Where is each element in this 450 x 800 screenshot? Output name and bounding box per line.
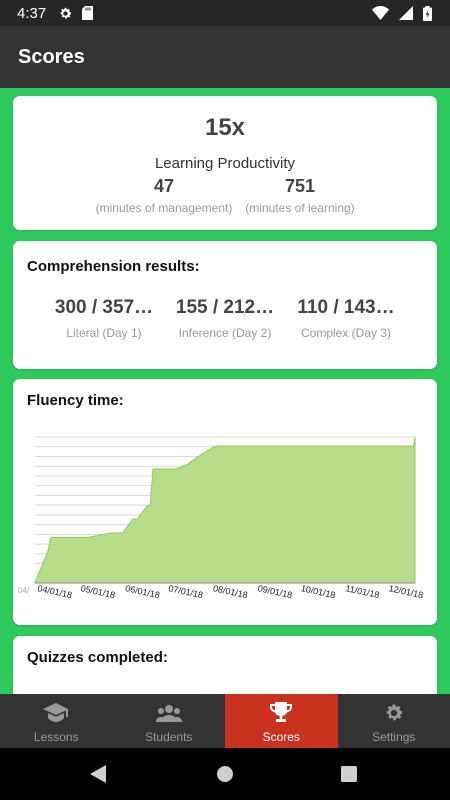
learning-label: (minutes of learning) bbox=[245, 201, 355, 215]
x-tick-label: 08/01/18 bbox=[212, 583, 248, 600]
management-minutes: 47 bbox=[153, 176, 175, 196]
x-tick-label: 10/01/18 bbox=[300, 583, 336, 600]
nav-label: Settings bbox=[372, 730, 416, 744]
students-icon bbox=[155, 705, 182, 722]
sd-card-icon bbox=[82, 6, 94, 20]
comprehension-label: Literal (Day 1) bbox=[66, 326, 142, 340]
signal-icon bbox=[399, 6, 413, 20]
quizzes-title: Quizzes completed: bbox=[27, 649, 168, 666]
productivity-label: Learning Productivity bbox=[154, 155, 296, 172]
x-tick-label: 12/01/18 bbox=[388, 583, 424, 600]
settings-status-icon bbox=[60, 7, 72, 18]
fluency-title: Fluency time: bbox=[27, 392, 124, 409]
management-label: (minutes of management) bbox=[95, 201, 233, 215]
fluency-area bbox=[34, 436, 416, 584]
nav-tab-lessons[interactable]: Lessons bbox=[0, 694, 113, 748]
battery-icon bbox=[423, 5, 432, 21]
x-tick-label: 07/01/18 bbox=[168, 583, 204, 600]
management-stat: 47 (minutes of management) bbox=[84, 174, 244, 215]
status-time: 4:37 bbox=[17, 4, 47, 22]
fluency-chart[interactable]: 04/04/01/18 05/01/18 06/01/18 07/01/18 08/01… bbox=[13, 379, 437, 625]
x-tick-label: 06/01/18 bbox=[124, 583, 160, 600]
nav-label: Students bbox=[145, 730, 193, 744]
x-tick-label: 05/01/18 bbox=[80, 583, 116, 600]
productivity-multiplier: 15x bbox=[204, 114, 246, 141]
fluency-card: Fluency time: 04/04/01/18 05/01/18 06/01/1… bbox=[13, 379, 437, 625]
nav-tab-students[interactable]: Students bbox=[113, 694, 226, 748]
x-tick-label: 04/01/18 bbox=[37, 583, 73, 600]
nav-tab-scores[interactable]: Scores bbox=[225, 694, 338, 748]
nav-label: Lessons bbox=[33, 730, 79, 744]
comprehension-result-literal: 300 / 357… Literal (Day 1) bbox=[42, 297, 166, 340]
productivity-card: 15x Learning Productivity 47 (minutes of… bbox=[13, 96, 437, 230]
comprehension-result-complex: 110 / 143… Complex (Day 3) bbox=[284, 297, 408, 340]
home-icon[interactable] bbox=[216, 765, 234, 783]
gear-icon bbox=[386, 704, 403, 721]
quizzes-card: Quizzes completed: bbox=[13, 636, 437, 694]
page-title: Scores bbox=[18, 45, 85, 68]
recents-icon[interactable] bbox=[341, 766, 357, 782]
comprehension-label: Complex (Day 3) bbox=[300, 326, 392, 340]
nav-label: Scores bbox=[262, 730, 300, 744]
trophy-icon bbox=[270, 702, 293, 722]
comprehension-title: Comprehension results: bbox=[27, 258, 200, 275]
x-tick-label: 11/01/18 bbox=[345, 583, 381, 600]
app-bar: Scores bbox=[0, 26, 450, 88]
comprehension-value: 300 / 357… bbox=[54, 297, 154, 318]
learning-minutes: 751 bbox=[284, 176, 316, 196]
wifi-icon bbox=[372, 6, 389, 20]
bottom-navigation: Lessons Students Scores Settings bbox=[0, 694, 450, 748]
back-icon[interactable] bbox=[90, 765, 108, 783]
comprehension-value: 110 / 143… bbox=[297, 297, 395, 318]
comprehension-result-inference: 155 / 212… Inference (Day 2) bbox=[163, 297, 287, 340]
comprehension-card: Comprehension results: 300 / 357… Litera… bbox=[13, 241, 437, 369]
comprehension-label: Inference (Day 2) bbox=[178, 326, 272, 340]
learning-stat: 751 (minutes of learning) bbox=[220, 174, 380, 215]
system-navigation-bar bbox=[0, 748, 450, 800]
graduation-cap-icon bbox=[43, 703, 69, 722]
scores-content[interactable]: 15x Learning Productivity 47 (minutes of… bbox=[0, 88, 450, 694]
status-bar: 4:37 bbox=[0, 0, 450, 26]
comprehension-value: 155 / 212… bbox=[175, 297, 275, 318]
nav-tab-settings[interactable]: Settings bbox=[338, 694, 450, 748]
x-tick-label: 09/01/18 bbox=[257, 583, 293, 600]
x-tick-label-edge: 04/ bbox=[18, 586, 30, 595]
